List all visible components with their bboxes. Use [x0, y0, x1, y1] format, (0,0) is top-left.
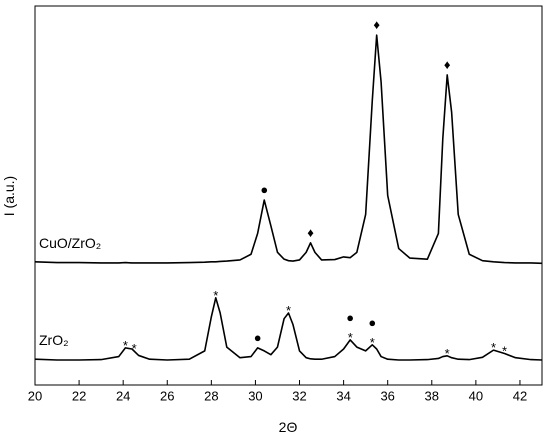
x-tick-label: 36	[380, 389, 394, 404]
peak-marker: *	[502, 344, 507, 359]
x-tick-label: 28	[204, 389, 218, 404]
peak-marker: ♦	[373, 17, 380, 32]
x-tick-label: 34	[336, 389, 350, 404]
peak-marker: *	[123, 338, 128, 353]
peak-marker: *	[491, 340, 496, 355]
x-tick-label: 22	[72, 389, 86, 404]
plot-frame	[34, 5, 543, 386]
peak-marker: *	[286, 303, 291, 318]
series-line	[34, 34, 543, 265]
peak-marker: *	[213, 288, 218, 303]
x-axis-label: 2Θ	[279, 419, 298, 435]
peak-marker: ●	[254, 330, 262, 345]
peak-marker: ●	[346, 310, 354, 325]
x-tick-label: 24	[116, 389, 130, 404]
x-tick-label: 26	[160, 389, 174, 404]
peak-marker: ●	[260, 182, 268, 197]
peak-marker: ♦	[307, 225, 314, 240]
series-line	[34, 297, 543, 361]
peak-marker: *	[445, 346, 450, 361]
x-tick-label: 38	[425, 389, 439, 404]
peak-marker: *	[370, 335, 375, 350]
x-tick-label: 30	[248, 389, 262, 404]
x-tick-label: 20	[28, 389, 42, 404]
peak-marker: *	[132, 341, 137, 356]
peak-marker: ●	[368, 315, 376, 330]
series-label: ZrO₂	[39, 332, 69, 348]
peak-marker: *	[348, 330, 353, 345]
peak-marker: ♦	[444, 57, 451, 72]
x-tick-label: 40	[469, 389, 483, 404]
y-axis-label: I (a.u.)	[1, 176, 17, 216]
x-tick-label: 42	[513, 389, 527, 404]
x-tick-label: 32	[292, 389, 306, 404]
series-label: CuO/ZrO₂	[39, 235, 101, 251]
